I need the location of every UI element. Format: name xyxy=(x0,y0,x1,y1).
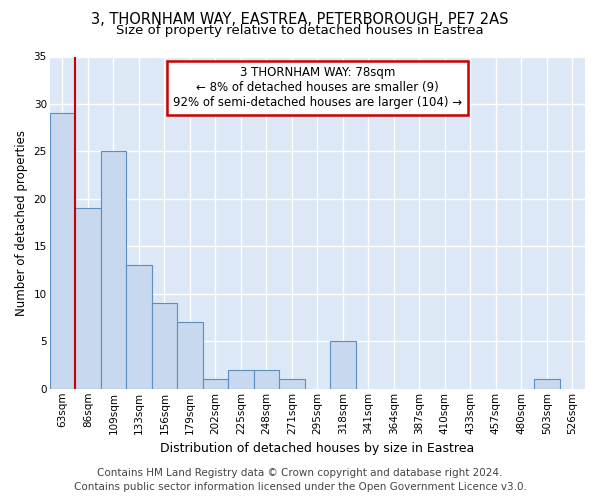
Bar xyxy=(50,114,75,389)
Bar xyxy=(279,380,305,389)
Text: 3 THORNHAM WAY: 78sqm
← 8% of detached houses are smaller (9)
92% of semi-detach: 3 THORNHAM WAY: 78sqm ← 8% of detached h… xyxy=(173,66,462,110)
Bar xyxy=(534,380,560,389)
Bar xyxy=(177,322,203,389)
Bar xyxy=(228,370,254,389)
Bar xyxy=(330,342,356,389)
Bar xyxy=(152,304,177,389)
Bar xyxy=(203,380,228,389)
Bar xyxy=(101,152,126,389)
Bar xyxy=(75,208,101,389)
Text: Size of property relative to detached houses in Eastrea: Size of property relative to detached ho… xyxy=(116,24,484,37)
Text: Contains HM Land Registry data © Crown copyright and database right 2024.
Contai: Contains HM Land Registry data © Crown c… xyxy=(74,468,526,492)
X-axis label: Distribution of detached houses by size in Eastrea: Distribution of detached houses by size … xyxy=(160,442,475,455)
Bar xyxy=(254,370,279,389)
Y-axis label: Number of detached properties: Number of detached properties xyxy=(15,130,28,316)
Bar xyxy=(126,266,152,389)
Text: 3, THORNHAM WAY, EASTREA, PETERBOROUGH, PE7 2AS: 3, THORNHAM WAY, EASTREA, PETERBOROUGH, … xyxy=(91,12,509,28)
